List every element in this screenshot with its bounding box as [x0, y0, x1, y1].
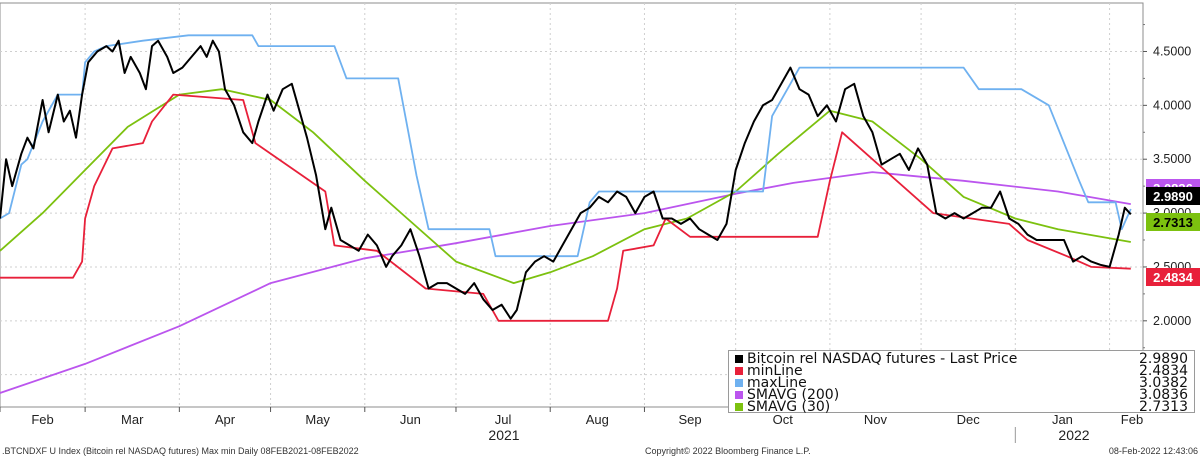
y-tick-label: 3.5000 [1153, 152, 1191, 166]
legend-series-value: 3.0836 [1139, 387, 1188, 403]
x-tick-label: Dec [957, 412, 981, 427]
legend-entry: SMAVG (200) 3.0836 [729, 387, 1194, 403]
x-tick-label: Sep [678, 412, 701, 427]
legend-series-name: minLine [747, 363, 803, 379]
grid [0, 2, 1144, 408]
y-tick-label: 4.5000 [1153, 44, 1191, 58]
legend-swatch [735, 379, 743, 387]
legend: Bitcoin rel NASDAQ futures - Last Price 2… [728, 350, 1195, 415]
sma30-last-label: 2.7313 [1153, 215, 1193, 230]
x-tick-label: Apr [215, 412, 236, 427]
footer-layer: .BTCNDXF U Index (Bitcoin rel NASDAQ fut… [2, 446, 1198, 456]
y-tick-label: 4.0000 [1153, 98, 1191, 112]
footer-source: .BTCNDXF U Index (Bitcoin rel NASDAQ fut… [2, 446, 359, 456]
legend-series-name: Bitcoin rel NASDAQ futures - Last Price [747, 351, 1018, 367]
x-tick-label: Mar [121, 412, 144, 427]
legend-swatch [735, 355, 743, 363]
price-line [0, 39, 1132, 320]
sma30-last-label-box [1146, 213, 1200, 231]
min-line [0, 93, 1131, 322]
footer-copyright: Copyright© 2022 Bloomberg Finance L.P. [645, 446, 811, 456]
axis-layer: 1.50002.00002.50003.00003.50004.00004.50… [0, 24, 1200, 443]
x-tick-label: Feb [31, 412, 53, 427]
legend-entry: maxLine 3.0382 [729, 375, 1194, 391]
legend-entry: SMAVG (30) 2.7313 [729, 399, 1194, 415]
plot-frame [0, 2, 1144, 408]
legend-series-value: 2.7313 [1139, 399, 1188, 415]
x-tick-label: Jan [1052, 412, 1073, 427]
legend-series-value: 2.9890 [1139, 351, 1188, 367]
sma200-line [0, 171, 1131, 394]
price-last-label: 2.9890 [1153, 189, 1193, 204]
legend-series-name: maxLine [747, 375, 807, 391]
x-tick-label: Jul [495, 412, 512, 427]
x-tick-label: Feb [1121, 412, 1143, 427]
legend-series-value: 3.0382 [1139, 375, 1188, 391]
year-label: 2021 [488, 427, 519, 443]
x-tick-label: Jun [400, 412, 421, 427]
legend-swatch [735, 403, 743, 411]
legend-swatch [735, 367, 743, 375]
year-label: 2022 [1058, 427, 1089, 443]
legend-swatch [735, 391, 743, 399]
legend-series-name: SMAVG (200) [747, 387, 840, 403]
sma30-line [0, 88, 1131, 284]
y-tick-label: 2.0000 [1153, 314, 1191, 328]
x-tick-label: Aug [586, 412, 609, 427]
x-tick-label: May [305, 412, 330, 427]
min-last-label: 2.4834 [1153, 270, 1194, 285]
footer-timestamp: 08-Feb-2022 12:43:06 [1109, 446, 1198, 456]
price-last-label-box [1146, 187, 1200, 205]
x-tick-label: Nov [864, 412, 888, 427]
legend-series-name: SMAVG (30) [747, 399, 831, 415]
series-layer [0, 34, 1132, 394]
legend-series-value: 2.4834 [1139, 363, 1188, 379]
min-last-label-box [1146, 268, 1200, 286]
x-tick-label: Oct [773, 412, 794, 427]
legend-entry: minLine 2.4834 [729, 363, 1194, 379]
legend-entry: Bitcoin rel NASDAQ futures - Last Price 2… [729, 351, 1194, 367]
